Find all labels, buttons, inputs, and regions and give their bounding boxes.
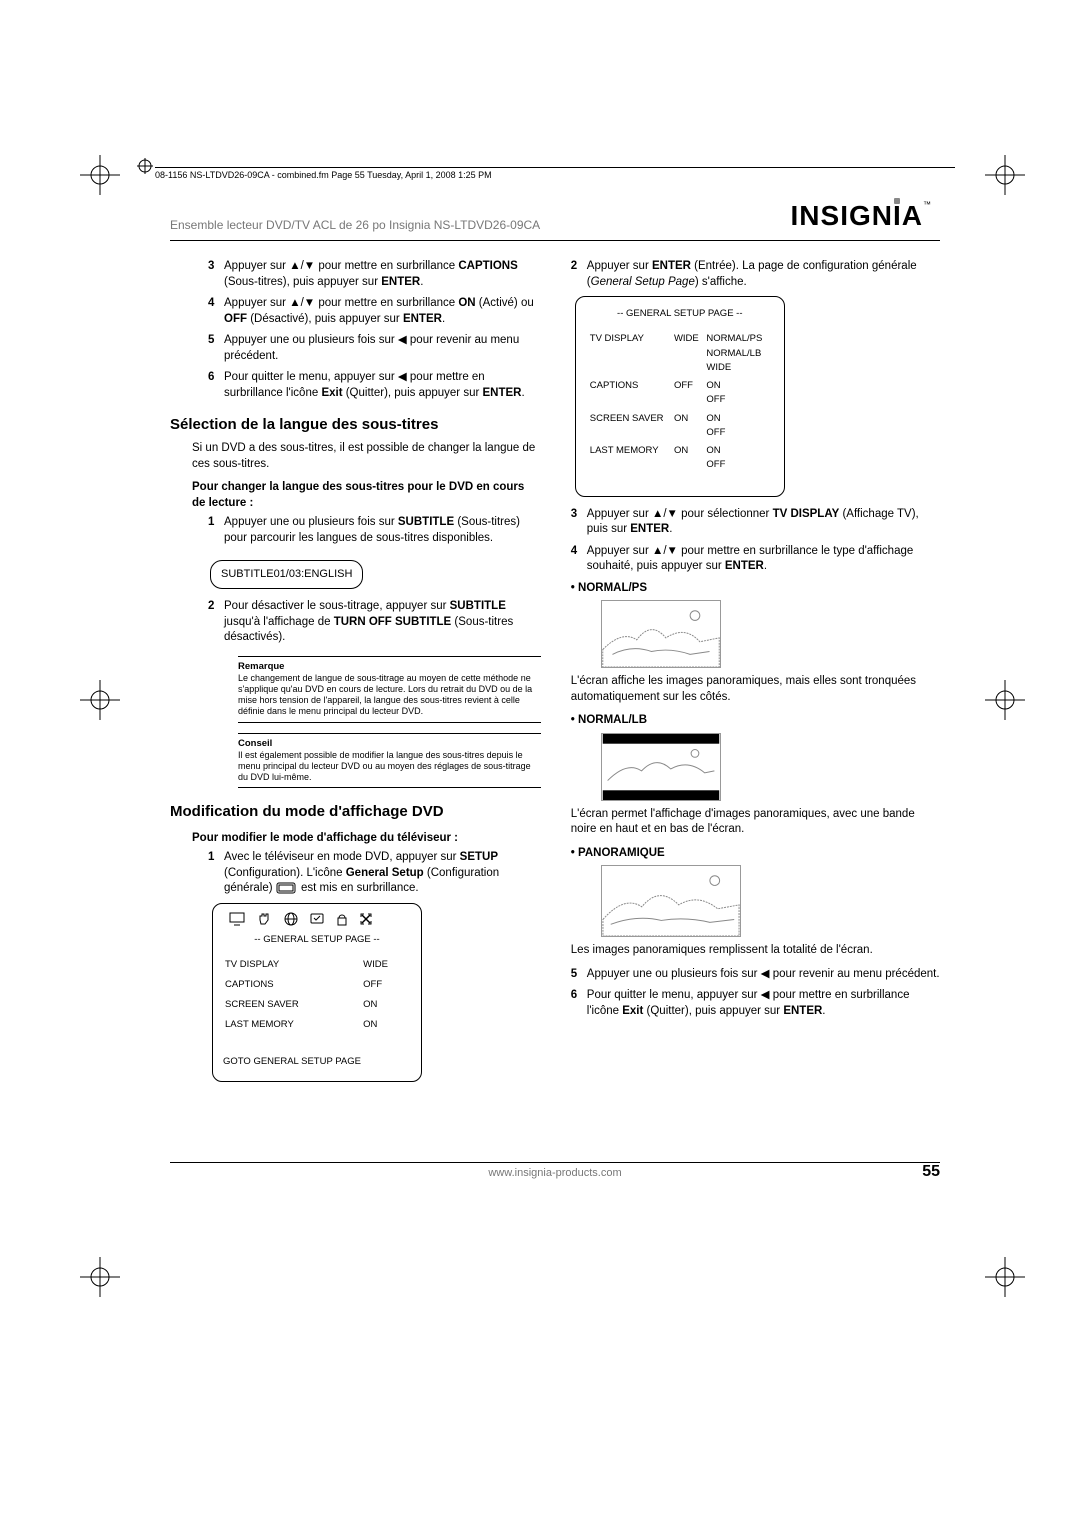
screen-icon	[309, 912, 325, 926]
step-num: 5	[571, 967, 587, 983]
step-num: 6	[208, 370, 224, 401]
doc-title: Ensemble lecteur DVD/TV ACL de 26 po Ins…	[170, 218, 540, 232]
step-num: 5	[208, 333, 224, 364]
subtitle-box: SUBTITLE01/03:ENGLISH	[210, 560, 363, 589]
step-num: 1	[208, 850, 224, 897]
steps-list-d: 1 Avec le téléviseur en mode DVD, appuye…	[208, 850, 541, 897]
setup2-title: -- GENERAL SETUP PAGE --	[588, 307, 772, 321]
note-title: Remarque	[238, 661, 541, 673]
setup-footer: GOTO GENERAL SETUP PAGE	[223, 1054, 411, 1070]
step-body: Appuyer une ou plusieurs fois sur SUBTIT…	[224, 515, 541, 546]
note-title: Conseil	[238, 738, 541, 750]
mode-label-lb: NORMAL/LB	[583, 713, 940, 729]
step-num: 4	[208, 296, 224, 327]
step-body: Appuyer sur ENTER (Entrée). La page de c…	[587, 259, 940, 290]
hand-icon	[257, 912, 273, 926]
note-body: Il est également possible de modifier la…	[238, 750, 541, 784]
steps-list-c: 2 Pour désactiver le sous-titrage, appuy…	[208, 599, 541, 646]
brand-tm: ™	[923, 200, 932, 209]
right-column: 2 Appuyer sur ENTER (Entrée). La page de…	[571, 259, 940, 1082]
globe-icon	[283, 912, 299, 926]
section-display-mode: Modification du mode d'affichage DVD	[170, 802, 541, 822]
mode-desc-lb: L'écran permet l'affichage d'images pano…	[571, 807, 940, 838]
steps-list-b: 1 Appuyer une ou plusieurs fois sur SUBT…	[208, 515, 541, 546]
step-body: Appuyer une ou plusieurs fois sur ◀ pour…	[224, 333, 541, 364]
crop-mark-ml	[80, 680, 120, 720]
file-header-bar: 08-1156 NS-LTDVD26-09CA - combined.fm Pa…	[155, 167, 955, 182]
crop-mark-mr	[985, 680, 1025, 720]
step-body: Avec le téléviseur en mode DVD, appuyer …	[224, 850, 541, 897]
step-num: 6	[571, 988, 587, 1019]
step-body: Appuyer sur ▲/▼ pour mettre en surbrilla…	[587, 544, 940, 575]
crop-mark-br	[985, 1257, 1025, 1297]
crop-mark-tl	[80, 155, 120, 195]
step-num: 2	[571, 259, 587, 290]
brand-logo: INSIGNIA™	[791, 200, 940, 232]
step-body: Pour quitter le menu, appuyer sur ◀ pour…	[587, 988, 940, 1019]
fig-panoramique	[601, 865, 741, 937]
crop-mark-bl	[80, 1257, 120, 1297]
setup-iconrow	[223, 912, 411, 932]
monitor-icon	[229, 912, 247, 926]
file-header-text: 08-1156 NS-LTDVD26-09CA - combined.fm Pa…	[155, 170, 492, 180]
setup-title: -- GENERAL SETUP PAGE --	[223, 932, 411, 948]
footer-url: www.insignia-products.com	[488, 1167, 621, 1179]
step-body: Appuyer sur ▲/▼ pour mettre en surbrilla…	[224, 259, 541, 290]
step-num: 2	[208, 599, 224, 646]
step-num: 3	[208, 259, 224, 290]
section-sub: Pour changer la langue des sous-titres p…	[192, 480, 541, 511]
steps-list-ra: 2 Appuyer sur ENTER (Entrée). La page de…	[571, 259, 940, 290]
fig-normal-lb	[601, 733, 721, 801]
note-remarque: Remarque Le changement de langue de sous…	[238, 656, 541, 723]
exit-icon	[359, 912, 373, 926]
page-content: Ensemble lecteur DVD/TV ACL de 26 po Ins…	[170, 200, 940, 1179]
mode-desc-pan: Les images panoramiques remplissent la t…	[571, 943, 940, 959]
brand-text: INSIGNIA	[791, 200, 923, 231]
page-footer: www.insignia-products.com 55	[170, 1162, 940, 1179]
step-body: Appuyer une ou plusieurs fois sur ◀ pour…	[587, 967, 940, 983]
steps-list-rb: 3 Appuyer sur ▲/▼ pour sélectionner TV D…	[571, 507, 940, 575]
step-body: Appuyer sur ▲/▼ pour mettre en surbrilla…	[224, 296, 541, 327]
step-body: Pour désactiver le sous-titrage, appuyer…	[224, 599, 541, 646]
mode-label-pan: PANORAMIQUE	[583, 846, 940, 862]
setup2-table: TV DISPLAYWIDENORMAL/PSNORMAL/LBWIDE CAP…	[588, 329, 772, 475]
step-num: 4	[571, 544, 587, 575]
mode-label-ps: NORMAL/PS	[583, 581, 940, 597]
note-body: Le changement de langue de sous-titrage …	[238, 673, 541, 718]
section2-sub: Pour modifier le mode d'affichage du tél…	[192, 831, 541, 847]
general-setup-box: -- GENERAL SETUP PAGE -- TV DISPLAYWIDE …	[212, 903, 422, 1082]
steps-list-rc: 5 Appuyer une ou plusieurs fois sur ◀ po…	[571, 967, 940, 1020]
section-subtitle-lang: Sélection de la langue des sous-titres	[170, 415, 541, 435]
steps-list-a: 3 Appuyer sur ▲/▼ pour mettre en surbril…	[208, 259, 541, 401]
general-setup-box-2: -- GENERAL SETUP PAGE -- TV DISPLAYWIDEN…	[575, 296, 785, 497]
step-body: Appuyer sur ▲/▼ pour sélectionner TV DIS…	[587, 507, 940, 538]
left-column: 3 Appuyer sur ▲/▼ pour mettre en surbril…	[170, 259, 541, 1082]
mode-desc-ps: L'écran affiche les images panoramiques,…	[571, 674, 940, 705]
page-number: 55	[922, 1163, 940, 1181]
step-num: 1	[208, 515, 224, 546]
page-header: Ensemble lecteur DVD/TV ACL de 26 po Ins…	[170, 200, 940, 241]
lock-icon	[335, 912, 349, 926]
note-conseil: Conseil Il est également possible de mod…	[238, 733, 541, 789]
step-body: Pour quitter le menu, appuyer sur ◀ pour…	[224, 370, 541, 401]
setup-table: TV DISPLAYWIDE CAPTIONSOFF SCREEN SAVERO…	[223, 954, 411, 1037]
crop-mark-tr	[985, 155, 1025, 195]
step-num: 3	[571, 507, 587, 538]
fig-normal-ps	[601, 600, 721, 668]
general-setup-icon	[276, 881, 298, 895]
section-intro: Si un DVD a des sous-titres, il est poss…	[192, 441, 541, 472]
